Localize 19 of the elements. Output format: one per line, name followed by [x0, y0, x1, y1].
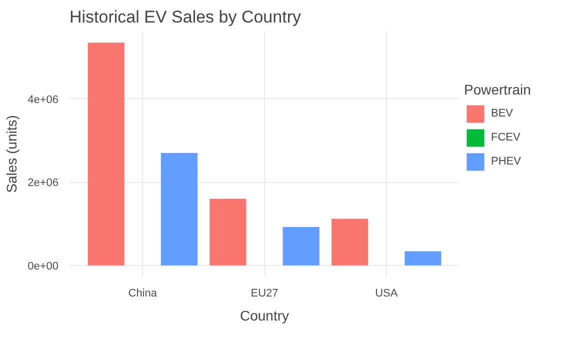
- y-tick-label: 0e+00: [28, 260, 59, 272]
- x-tick-label: EU27: [250, 288, 278, 300]
- legend-label: BEV: [491, 108, 514, 120]
- y-tick-label: 2e+06: [28, 177, 59, 190]
- bar: [160, 152, 198, 266]
- bar: [404, 251, 442, 266]
- legend-label: PHEV: [491, 156, 521, 168]
- bar: [332, 218, 368, 266]
- x-axis-title: Country: [240, 308, 290, 324]
- bar: [282, 227, 320, 266]
- x-tick-label: USA: [375, 288, 398, 300]
- legend-title: Powertrain: [464, 82, 531, 98]
- y-axis-title: Sales (units): [4, 115, 20, 193]
- y-tick-label: 4e+06: [28, 94, 59, 106]
- x-tick-label: China: [128, 288, 158, 300]
- bar: [210, 198, 246, 266]
- bar: [88, 42, 124, 266]
- chart-title: Historical EV Sales by Country: [70, 8, 302, 26]
- legend-label: FCEV: [491, 132, 520, 144]
